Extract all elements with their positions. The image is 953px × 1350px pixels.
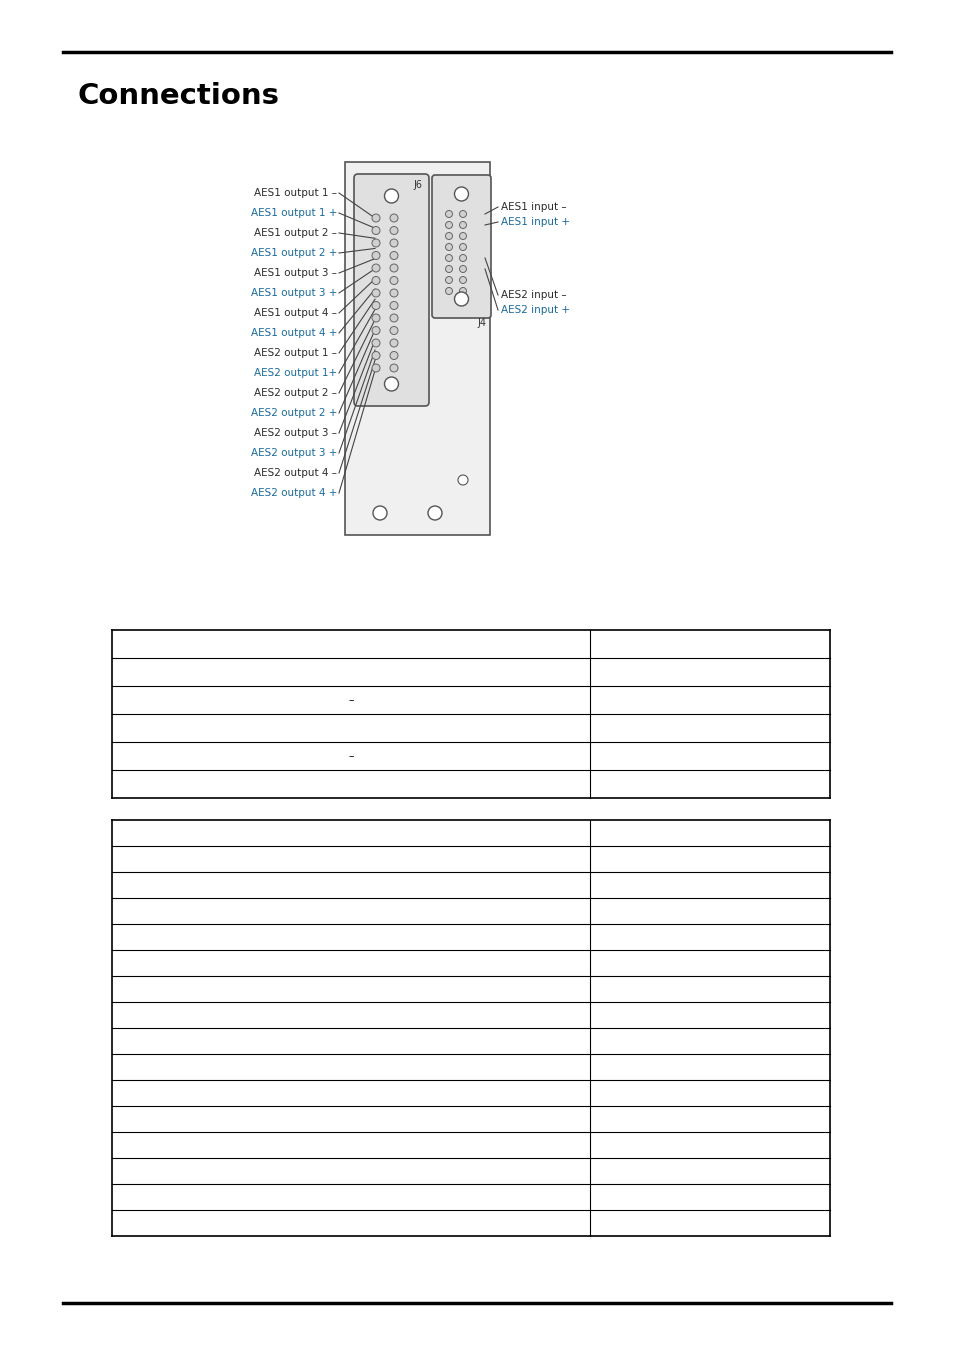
Circle shape — [372, 277, 379, 285]
Bar — [112, 819, 829, 1237]
Circle shape — [372, 339, 379, 347]
Text: Connections: Connections — [78, 82, 280, 109]
Text: AES1 output 3 –: AES1 output 3 – — [253, 269, 336, 278]
Circle shape — [372, 301, 379, 309]
Circle shape — [445, 232, 452, 239]
Circle shape — [390, 265, 397, 271]
Circle shape — [459, 255, 466, 262]
Circle shape — [390, 327, 397, 335]
Circle shape — [457, 475, 468, 485]
Circle shape — [390, 339, 397, 347]
Text: AES2 output 2 +: AES2 output 2 + — [251, 408, 336, 418]
Text: AES1 input +: AES1 input + — [500, 217, 569, 227]
Text: AES1 output 4 +: AES1 output 4 + — [251, 328, 336, 338]
Circle shape — [390, 227, 397, 235]
Circle shape — [390, 251, 397, 259]
Circle shape — [445, 277, 452, 284]
Text: AES2 input –: AES2 input – — [500, 290, 566, 300]
Circle shape — [372, 239, 379, 247]
Circle shape — [384, 189, 398, 202]
Text: J4: J4 — [476, 319, 485, 328]
Circle shape — [372, 351, 379, 359]
Circle shape — [459, 243, 466, 251]
Text: AES2 output 4 +: AES2 output 4 + — [251, 487, 336, 498]
FancyBboxPatch shape — [354, 174, 429, 406]
Text: AES2 input +: AES2 input + — [500, 305, 569, 315]
Circle shape — [459, 266, 466, 273]
Text: AES1 output 3 +: AES1 output 3 + — [251, 288, 336, 298]
Circle shape — [459, 211, 466, 217]
Text: AES1 output 4 –: AES1 output 4 – — [253, 308, 336, 319]
Text: AES2 output 2 –: AES2 output 2 – — [253, 387, 336, 398]
Circle shape — [390, 364, 397, 373]
Text: AES2 output 3 –: AES2 output 3 – — [253, 428, 336, 437]
Text: AES1 output 1 +: AES1 output 1 + — [251, 208, 336, 217]
Circle shape — [445, 255, 452, 262]
FancyBboxPatch shape — [432, 176, 491, 319]
Circle shape — [390, 289, 397, 297]
Circle shape — [390, 301, 397, 309]
Circle shape — [445, 243, 452, 251]
Circle shape — [459, 288, 466, 294]
Circle shape — [390, 277, 397, 285]
Circle shape — [390, 351, 397, 359]
Circle shape — [384, 377, 398, 392]
Circle shape — [428, 506, 441, 520]
Circle shape — [459, 232, 466, 239]
Text: J6: J6 — [413, 180, 421, 190]
Text: AES1 output 1 –: AES1 output 1 – — [253, 188, 336, 198]
Circle shape — [454, 292, 468, 306]
Circle shape — [372, 364, 379, 373]
Circle shape — [445, 221, 452, 228]
Circle shape — [372, 215, 379, 221]
Circle shape — [445, 211, 452, 217]
Text: –: – — [348, 751, 354, 761]
Text: AES2 output 4 –: AES2 output 4 – — [253, 468, 336, 478]
Circle shape — [454, 188, 468, 201]
Circle shape — [390, 315, 397, 323]
Circle shape — [445, 266, 452, 273]
Circle shape — [372, 327, 379, 335]
Circle shape — [390, 215, 397, 221]
Text: –: – — [348, 695, 354, 705]
Circle shape — [459, 277, 466, 284]
Circle shape — [372, 227, 379, 235]
Text: AES1 input –: AES1 input – — [500, 202, 566, 212]
Circle shape — [445, 288, 452, 294]
Circle shape — [390, 239, 397, 247]
Circle shape — [372, 251, 379, 259]
Circle shape — [372, 289, 379, 297]
Circle shape — [373, 506, 387, 520]
Text: AES2 output 1 –: AES2 output 1 – — [253, 348, 336, 358]
Circle shape — [372, 315, 379, 323]
Text: AES2 output 1+: AES2 output 1+ — [253, 369, 336, 378]
Circle shape — [459, 221, 466, 228]
Text: AES1 output 2 +: AES1 output 2 + — [251, 248, 336, 258]
Bar — [112, 630, 829, 798]
Circle shape — [372, 265, 379, 271]
Text: AES2 output 3 +: AES2 output 3 + — [251, 448, 336, 458]
Text: AES1 output 2 –: AES1 output 2 – — [253, 228, 336, 238]
Bar — [345, 162, 490, 535]
